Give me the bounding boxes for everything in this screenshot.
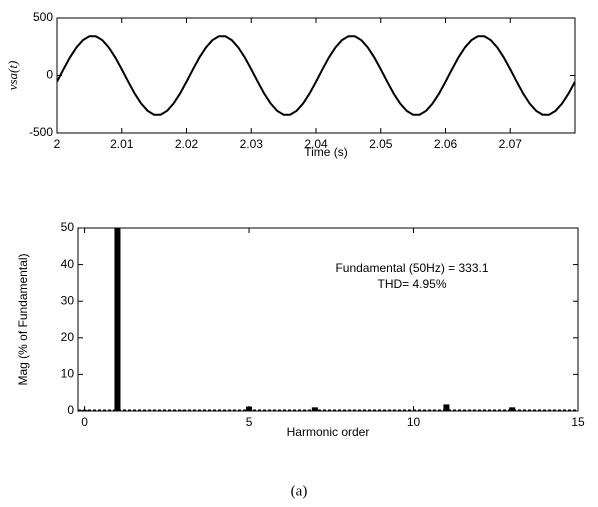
caption: (a)	[291, 483, 308, 499]
x-tick-label: 10	[407, 415, 421, 429]
y-axis-label: vsa(t)	[5, 61, 20, 91]
bar	[311, 407, 318, 411]
bar	[114, 228, 121, 411]
annotation: Fundamental (50Hz) = 333.1	[335, 261, 488, 275]
x-tick-label: 2.06	[434, 137, 458, 151]
x-tick-label: 0	[81, 415, 88, 429]
plot-area	[57, 35, 575, 116]
x-axis-label: Harmonic order	[287, 425, 370, 439]
bar	[509, 407, 516, 411]
x-tick-label: 15	[571, 415, 585, 429]
axes-frame	[77, 227, 579, 412]
y-axis-label: Mag (% of Fundamental)	[16, 253, 30, 385]
x-tick-label: 2.07	[499, 137, 523, 151]
x-tick-label: 2.04	[304, 137, 328, 151]
x-tick-label: 2.03	[240, 137, 264, 151]
y-tick-label: 10	[61, 367, 75, 381]
x-tick-label: 2.05	[369, 137, 393, 151]
y-tick-label: 500	[33, 10, 53, 24]
y-tick-label: 0	[46, 68, 53, 82]
y-tick-label: 20	[61, 330, 75, 344]
x-tick-label: 2.01	[110, 137, 134, 151]
waveform	[57, 35, 575, 116]
y-tick-label: 50	[61, 220, 75, 234]
y-tick-label: 0	[67, 403, 74, 417]
x-axis-label: Time (s)	[304, 145, 348, 159]
annotation: THD= 4.95%	[377, 277, 446, 291]
y-tick-label: 30	[61, 293, 75, 307]
x-tick-label: 5	[246, 415, 253, 429]
x-tick-label: 2.02	[175, 137, 199, 151]
axes-frame	[56, 17, 576, 134]
y-tick-label: 40	[61, 257, 75, 271]
y-tick-label: -500	[29, 125, 53, 139]
bar	[443, 404, 450, 411]
x-tick-label: 2	[54, 137, 61, 151]
